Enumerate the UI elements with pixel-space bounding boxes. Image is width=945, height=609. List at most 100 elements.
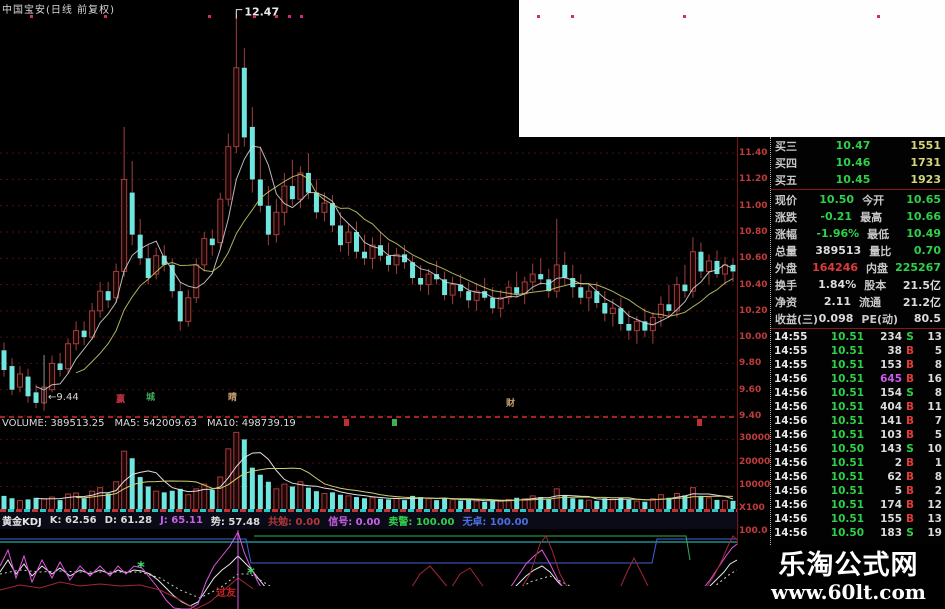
tick-price: 10.51 xyxy=(830,415,864,427)
tick-price: 10.51 xyxy=(830,429,864,441)
quote-row: 涨跌 -0.21 最高 10.66 xyxy=(771,208,945,225)
price-axis-label: 10.60 xyxy=(739,253,768,263)
quote-label: 今开 xyxy=(862,193,885,207)
tick-side: B xyxy=(905,485,914,497)
tick-volume: 38 xyxy=(887,345,902,357)
tick-volume: 143 xyxy=(880,443,902,455)
quote-value: 0.70 xyxy=(913,244,941,257)
price-axis-label: 10.80 xyxy=(739,227,768,237)
tick-time: 14:56 xyxy=(774,415,808,427)
depth-price: 10.47 xyxy=(835,139,871,152)
volume-strip-item: MA5: 542009.63 xyxy=(114,418,197,429)
tick-time: 14:56 xyxy=(774,527,808,539)
candlestick-chart[interactable]: 12.47 ←9.44 赢城睛财 xyxy=(0,0,737,418)
tick-side: B xyxy=(905,499,914,511)
quote-label: 涨幅 xyxy=(775,227,797,241)
tick-price: 10.51 xyxy=(830,387,864,399)
tick-count: 5 xyxy=(934,345,942,357)
tick-row: 14:55 10.51 234 S 13 xyxy=(771,330,945,344)
tick-time: 14:56 xyxy=(774,387,808,399)
tick-row: 14:56 10.51 2 B 1 xyxy=(771,456,945,470)
depth-row[interactable]: 买五 10.45 1923 xyxy=(771,171,945,188)
depth-qty: 1923 xyxy=(910,173,941,186)
tick-row: 14:55 10.51 153 B 8 xyxy=(771,358,945,372)
tick-time: 14:56 xyxy=(774,429,808,441)
tick-price: 10.51 xyxy=(830,513,864,525)
tick-time: 14:56 xyxy=(774,471,808,483)
volume-signal-mark xyxy=(697,419,702,426)
tick-side: B xyxy=(905,457,914,469)
volume-axis-label: 30000 xyxy=(739,433,771,443)
signal-dot xyxy=(683,15,686,18)
volume-strip-item: VOLUME: 389513.25 xyxy=(2,418,105,429)
quote-value: 10.50 xyxy=(819,193,855,206)
tick-side: B xyxy=(905,513,914,525)
kdj-indicator-name: 黄金KDJ xyxy=(2,517,42,528)
price-axis-label: 11.40 xyxy=(739,148,768,158)
kdj-strip-item: 无卓: 100.00 xyxy=(462,517,529,528)
volume-signal-mark xyxy=(392,419,397,426)
depth-price: 10.45 xyxy=(835,173,871,186)
quote-value: 10.66 xyxy=(906,210,941,223)
tick-volume: 404 xyxy=(880,401,902,413)
quote-label: 净资 xyxy=(775,295,797,309)
watermark: 乐淘公式网 www.60lt.com xyxy=(752,545,945,609)
quote-label: 最低 xyxy=(867,227,890,241)
tick-volume: 645 xyxy=(880,373,902,385)
volume-signal-mark xyxy=(344,419,349,426)
tick-row: 14:56 10.51 141 B 7 xyxy=(771,414,945,428)
tick-volume: 153 xyxy=(880,359,902,371)
quote-label: 收益(三) xyxy=(775,312,819,326)
signal-dot xyxy=(253,15,256,18)
chart-separator xyxy=(0,416,737,418)
svg-text:城: 城 xyxy=(146,391,155,403)
tick-trade-list[interactable]: 14:55 10.51 234 S 13 14:55 10.51 38 B 5 14:55 10.51… xyxy=(771,330,945,540)
tick-time: 14:56 xyxy=(774,373,808,385)
tick-price: 10.51 xyxy=(830,373,864,385)
depth-row[interactable]: 买三 10.47 1551 xyxy=(771,137,945,154)
watermark-url: www.60lt.com xyxy=(771,580,926,604)
depth-label: 买三 xyxy=(775,139,797,153)
kdj-strip-item: K: 62.56 xyxy=(49,515,97,526)
quote-value: 21.5亿 xyxy=(902,278,941,292)
quote-value: 0.098 xyxy=(818,312,854,325)
quote-row: 现价 10.50 今开 10.65 xyxy=(771,191,945,208)
quote-label: 量比 xyxy=(869,244,892,258)
tick-time: 14:56 xyxy=(774,485,808,497)
tick-count: 16 xyxy=(927,373,942,385)
tick-count: 2 xyxy=(934,485,942,497)
tick-volume: 5 xyxy=(894,485,902,497)
quote-label: 最高 xyxy=(860,210,883,224)
tick-volume: 62 xyxy=(887,471,902,483)
tick-volume: 234 xyxy=(880,331,902,343)
quote-value: 1.84% xyxy=(818,278,857,291)
bid-depth-list: 买三 10.47 1551 买四 10.46 1731 买五 10.45 1923 xyxy=(771,137,945,188)
kdj-strip-item: 信号: 0.00 xyxy=(328,517,381,528)
volume-chart[interactable] xyxy=(0,430,737,510)
depth-row[interactable]: 买四 10.46 1731 xyxy=(771,154,945,171)
tick-volume: 183 xyxy=(880,527,902,539)
signal-dot xyxy=(104,15,107,18)
tick-side: B xyxy=(905,415,914,427)
tick-time: 14:55 xyxy=(774,345,808,357)
tick-price: 10.51 xyxy=(830,401,864,413)
price-axis-label: 11.00 xyxy=(739,201,768,211)
tick-side: B xyxy=(905,401,914,413)
tick-row: 14:56 10.51 404 B 11 xyxy=(771,400,945,414)
tick-side: B xyxy=(905,429,914,441)
quote-row: 净资 2.11 流通 21.2亿 xyxy=(771,293,945,310)
quote-value: 225267 xyxy=(895,261,941,274)
black-overlay xyxy=(253,586,752,609)
quote-label: 换手 xyxy=(775,278,797,292)
quote-label: 涨跌 xyxy=(775,210,797,224)
tick-side: S xyxy=(906,443,914,455)
tick-count: 13 xyxy=(927,513,942,525)
signal-dot xyxy=(571,15,574,18)
tick-side: B xyxy=(905,345,914,357)
quote-value: 2.11 xyxy=(823,295,851,308)
tick-price: 10.51 xyxy=(830,331,864,343)
tick-count: 1 xyxy=(934,457,942,469)
price-axis-label: 10.40 xyxy=(739,280,768,290)
tick-count: 8 xyxy=(934,471,942,483)
quote-label: PE(动) xyxy=(861,312,899,326)
